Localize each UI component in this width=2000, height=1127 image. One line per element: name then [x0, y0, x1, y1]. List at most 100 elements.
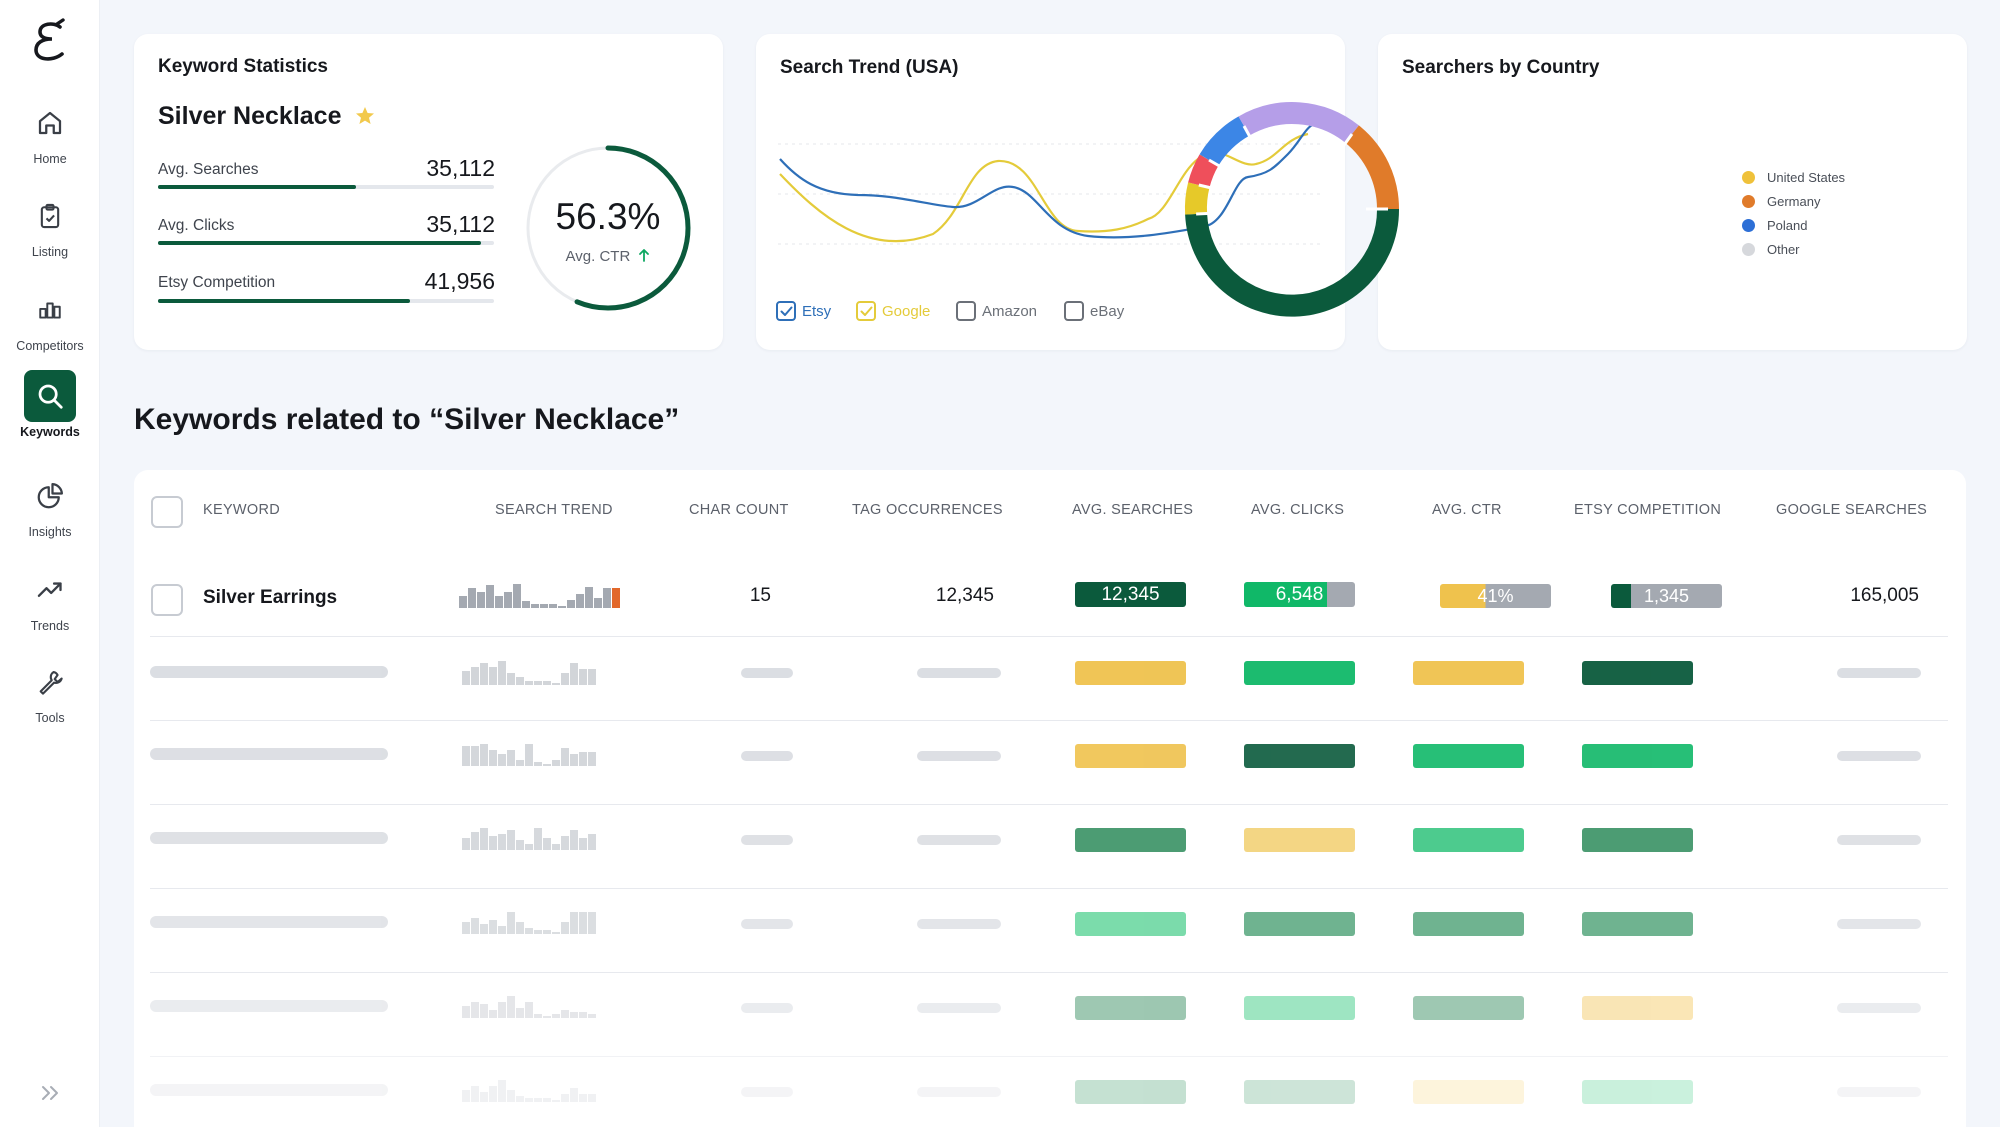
column-header-search-trend[interactable]: SEARCH TREND: [495, 502, 613, 518]
arrow-up-icon: [639, 249, 650, 262]
legend-etsy-checkbox[interactable]: Etsy: [776, 301, 831, 321]
searchers-by-country-card: Searchers by Country: [1378, 34, 1967, 350]
avg-searches-pill: 12,345: [1075, 582, 1186, 607]
metric-bar-etsy-competition: [158, 299, 494, 303]
ctr-label: Avg. CTR: [524, 248, 692, 265]
checkbox-unchecked[interactable]: [1064, 301, 1084, 321]
legend-label: Amazon: [982, 302, 1038, 320]
sidebar-item-label: Trends: [30, 619, 70, 633]
pie-chart-icon: [24, 470, 76, 522]
pie-legend-label: United States: [1767, 170, 1846, 185]
sidebar-item-label: Tools: [35, 711, 65, 725]
google-searches-cell: 165,005: [1850, 585, 1919, 606]
expand-sidebar-icon[interactable]: [36, 1082, 64, 1104]
trending-up-icon: [24, 564, 76, 616]
sidebar-item-label: Listing: [31, 245, 69, 259]
sidebar-item-home[interactable]: Home: [0, 97, 100, 181]
search-icon: [24, 370, 76, 422]
sparkline-placeholder: [462, 912, 596, 934]
sidebar-item-insights[interactable]: Insights: [0, 470, 100, 554]
sparkline-placeholder: [462, 996, 596, 1018]
checkbox-checked[interactable]: [856, 301, 876, 321]
sidebar-item-keywords[interactable]: Keywords: [0, 370, 100, 454]
metric-label-avg-searches: Avg. Searches: [158, 161, 259, 178]
sparkline-placeholder: [462, 744, 596, 766]
checkbox-checked[interactable]: [776, 301, 796, 321]
column-header-avg-ctr[interactable]: AVG. CTR: [1432, 502, 1502, 518]
country-donut-chart: [1184, 102, 1400, 317]
sidebar: Home Listing Competitors Keywords Insigh…: [0, 0, 100, 1127]
sidebar-item-label: Insights: [28, 525, 72, 539]
section-title: Keywords related to “Silver Necklace”: [134, 403, 680, 436]
row-divider: [150, 720, 1948, 721]
ctr-value: 56.3%: [555, 196, 661, 237]
legend-label: Google: [882, 302, 931, 320]
metric-label-etsy-competition: Etsy Competition: [158, 274, 276, 291]
row-divider: [150, 888, 1948, 889]
table-row-placeholder: [134, 972, 1966, 1056]
wrench-icon: [24, 656, 76, 708]
bar-chart-icon: [24, 284, 76, 336]
column-header-avg-searches[interactable]: AVG. SEARCHES: [1072, 502, 1194, 518]
logo[interactable]: [30, 18, 70, 66]
column-header-tag-occurrences[interactable]: TAG OCCURRENCES: [852, 502, 1003, 518]
ctr-label-text: Avg. CTR: [565, 248, 631, 265]
etsy-trend-line: [779, 122, 1322, 239]
checkbox-unchecked[interactable]: [956, 301, 976, 321]
card-title: Keyword Statistics: [158, 56, 328, 77]
donut-segment-orange: [1344, 125, 1400, 210]
column-header-avg-clicks[interactable]: AVG. CLICKS: [1251, 502, 1345, 518]
metric-value-avg-searches: 35,112: [426, 155, 495, 181]
pie-legend-label: Germany: [1767, 194, 1821, 209]
table-row-placeholder: [134, 888, 1966, 972]
table-row-placeholder: [134, 720, 1966, 804]
ctr-gauge: [525, 145, 691, 311]
table-row-placeholder: [134, 804, 1966, 888]
donut-segment-purple: [1238, 102, 1359, 143]
legend-label: Etsy: [802, 302, 832, 320]
pie-legend-item: Other: [1742, 242, 1800, 257]
metric-value-etsy-competition: 41,956: [424, 268, 495, 294]
legend-amazon-checkbox[interactable]: Amazon: [956, 301, 1037, 321]
column-header-etsy-competition[interactable]: ETSY COMPETITION: [1574, 502, 1722, 518]
column-header-keyword[interactable]: KEYWORD: [203, 502, 281, 518]
keyword-cell[interactable]: Silver Earrings: [203, 587, 338, 608]
donut-segment-dark-green: [1185, 208, 1400, 317]
row-checkbox[interactable]: [151, 584, 183, 616]
sidebar-item-label: Keywords: [20, 425, 80, 439]
etsy-competition-pill: 1,345: [1611, 584, 1722, 608]
related-keywords-table: KEYWORD SEARCH TREND CHAR COUNT TAG OCCU…: [134, 470, 1966, 1127]
pie-legend-label: Poland: [1767, 218, 1808, 233]
sparkline-placeholder: [462, 661, 596, 685]
sidebar-item-label: Competitors: [16, 339, 84, 353]
row-divider: [150, 804, 1948, 805]
home-icon: [24, 97, 76, 149]
star-icon[interactable]: [353, 104, 377, 128]
pie-legend-item: United States: [1742, 170, 1845, 185]
sidebar-item-tools[interactable]: Tools: [0, 656, 100, 740]
legend-ebay-checkbox[interactable]: eBay: [1064, 301, 1124, 321]
keyword-statistics-card: Keyword Statistics Silver Necklace Avg. …: [134, 34, 723, 350]
sidebar-item-listing[interactable]: Listing: [0, 190, 100, 274]
legend-label: eBay: [1090, 302, 1125, 320]
column-header-google-searches[interactable]: GOOGLE SEARCHES: [1776, 502, 1928, 518]
donut-segment-yellow: [1184, 182, 1210, 215]
google-trend-line: [779, 132, 1309, 243]
search-trend-chart: [778, 122, 1324, 245]
column-header-char-count[interactable]: CHAR COUNT: [689, 502, 789, 518]
sidebar-item-trends[interactable]: Trends: [0, 564, 100, 648]
row-divider: [150, 972, 1948, 973]
legend-google-checkbox[interactable]: Google: [856, 301, 930, 321]
metric-value-avg-clicks: 35,112: [426, 211, 495, 237]
donut-segment-blue: [1199, 116, 1250, 166]
donut-segment-red: [1188, 154, 1219, 189]
sparkline-placeholder: [462, 828, 596, 850]
select-all-checkbox[interactable]: [151, 496, 183, 528]
avg-clicks-pill: 6,548: [1244, 582, 1355, 607]
pie-legend-label: Other: [1767, 242, 1800, 257]
tag-occurrences-cell: 12,345: [935, 585, 994, 606]
row-divider: [150, 1056, 1948, 1057]
sidebar-item-competitors[interactable]: Competitors: [0, 284, 100, 368]
card-title: Searchers by Country: [1402, 57, 1600, 78]
sparkline-placeholder: [462, 1080, 596, 1102]
